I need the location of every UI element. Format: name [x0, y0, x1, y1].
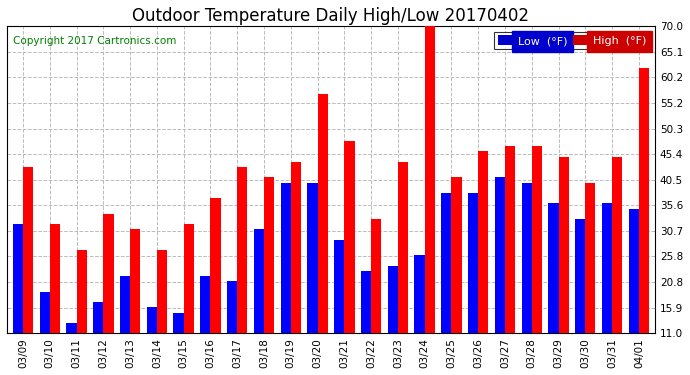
Bar — [629, 209, 639, 333]
Bar — [415, 255, 424, 333]
Bar — [93, 302, 104, 333]
Bar — [388, 266, 398, 333]
Bar — [585, 183, 595, 333]
Bar — [344, 141, 355, 333]
Bar — [210, 198, 221, 333]
Text: Copyright 2017 Cartronics.com: Copyright 2017 Cartronics.com — [13, 36, 177, 46]
Bar — [264, 177, 274, 333]
Bar — [451, 177, 462, 333]
Bar — [522, 183, 532, 333]
Bar — [173, 312, 184, 333]
Bar — [307, 183, 317, 333]
Bar — [77, 250, 87, 333]
Bar — [157, 250, 167, 333]
Bar — [575, 219, 585, 333]
Bar — [558, 156, 569, 333]
Bar — [13, 224, 23, 333]
Bar — [120, 276, 130, 333]
Bar — [39, 292, 50, 333]
Bar — [505, 146, 515, 333]
Bar — [254, 230, 264, 333]
Bar — [334, 240, 344, 333]
Bar — [639, 68, 649, 333]
Bar — [227, 281, 237, 333]
Bar — [602, 203, 612, 333]
Bar — [398, 162, 408, 333]
Bar — [281, 183, 290, 333]
Bar — [495, 177, 505, 333]
Bar — [361, 271, 371, 333]
Bar — [130, 230, 140, 333]
Bar — [237, 167, 248, 333]
Bar — [23, 167, 33, 333]
Bar — [50, 224, 60, 333]
Bar — [442, 193, 451, 333]
Bar — [478, 151, 489, 333]
Bar — [147, 308, 157, 333]
Bar — [184, 224, 194, 333]
Bar — [290, 162, 301, 333]
Bar — [612, 156, 622, 333]
Bar — [200, 276, 210, 333]
Bar — [549, 203, 558, 333]
Title: Outdoor Temperature Daily High/Low 20170402: Outdoor Temperature Daily High/Low 20170… — [132, 7, 529, 25]
Legend: Low  (°F), High  (°F): Low (°F), High (°F) — [494, 32, 649, 50]
Bar — [104, 214, 114, 333]
Bar — [317, 94, 328, 333]
Bar — [424, 27, 435, 333]
Bar — [532, 146, 542, 333]
Bar — [66, 323, 77, 333]
Bar — [468, 193, 478, 333]
Bar — [371, 219, 382, 333]
